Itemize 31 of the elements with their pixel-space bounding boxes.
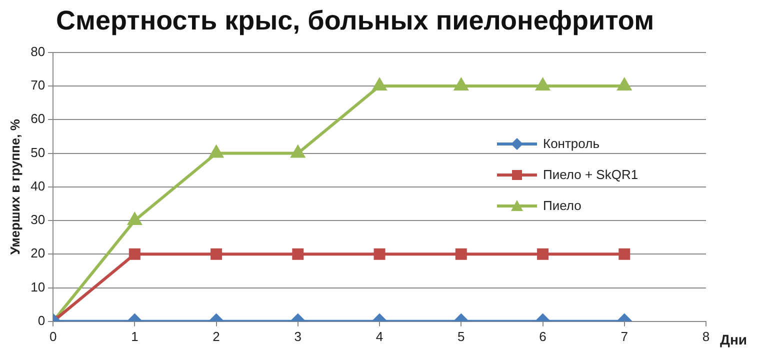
y-tick-label: 30 — [30, 212, 46, 228]
y-tick-label: 70 — [30, 78, 46, 93]
x-axis-title: Дни — [720, 331, 748, 348]
legend-label: Пиело — [543, 198, 582, 213]
x-tick-label: 2 — [212, 328, 220, 344]
point — [372, 78, 386, 91]
x-tick-label: 0 — [49, 328, 57, 344]
point — [454, 78, 468, 91]
y-axis-title: Умерших в группе, % — [7, 118, 22, 255]
x-tick-label: 6 — [539, 328, 546, 344]
x-tick-label: 8 — [702, 328, 710, 344]
y-tick-label: 10 — [30, 279, 46, 294]
point — [291, 146, 305, 158]
legend-label: Контроль — [543, 136, 600, 151]
y-tick-label: 80 — [30, 44, 46, 59]
point — [128, 213, 142, 226]
point — [210, 146, 223, 158]
y-tick-label: 0 — [38, 312, 46, 328]
point — [618, 78, 632, 91]
x-tick-label: 4 — [376, 328, 384, 344]
point — [536, 78, 550, 91]
y-tick-label: 40 — [30, 178, 46, 194]
y-tick-label: 50 — [30, 144, 46, 160]
legend-label: Пиело + SkQR1 — [543, 167, 638, 182]
chart-title: Смертность крыс, больных пиелонефритом — [56, 6, 654, 36]
x-tick-label: 5 — [458, 328, 465, 344]
y-tick-label: 60 — [30, 111, 46, 126]
x-tick-label: 3 — [294, 328, 302, 344]
x-tick-label: 7 — [620, 328, 628, 344]
y-tick-label: 20 — [30, 246, 46, 261]
x-tick-label: 1 — [131, 328, 138, 344]
